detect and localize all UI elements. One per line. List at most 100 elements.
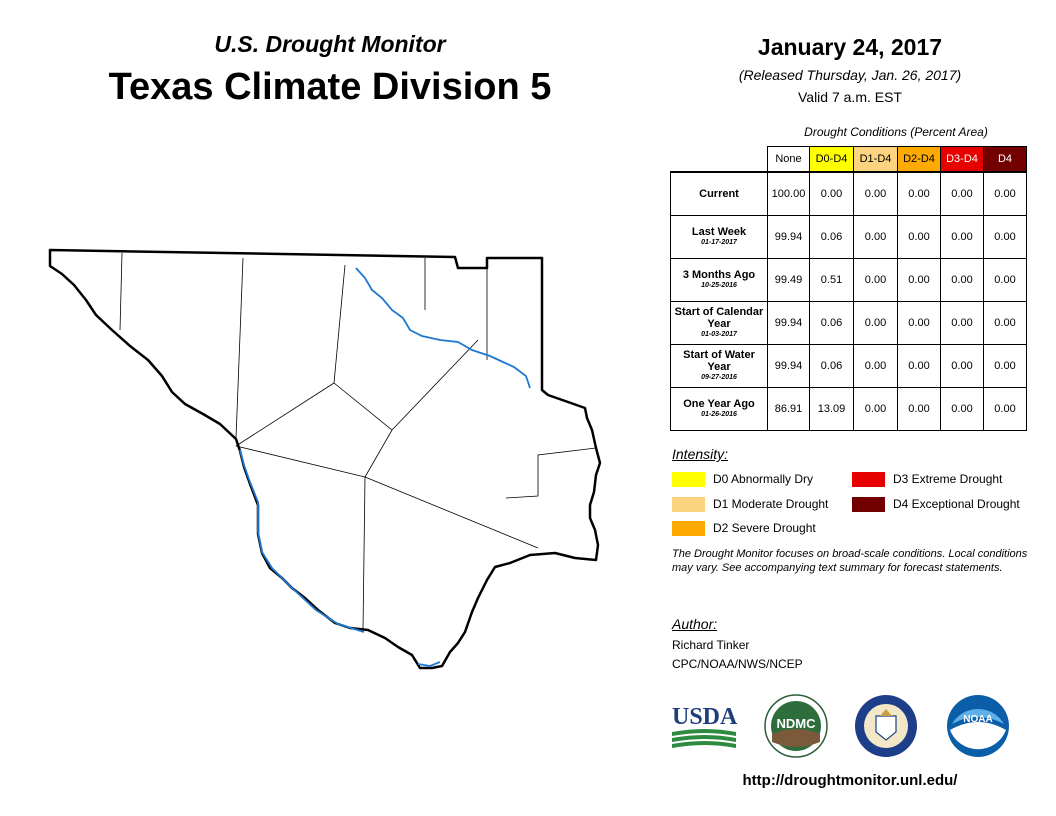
- table-cell: 99.94: [767, 301, 810, 345]
- column-header: D4: [983, 146, 1027, 173]
- table-row: One Year Ago 01-26-2016 86.91 13.09 0.00 0.00…: [670, 387, 1027, 431]
- legend-label: D2 Severe Drought: [713, 521, 816, 535]
- table-cell: 0.00: [853, 344, 898, 388]
- table-cell: 13.09: [809, 387, 854, 431]
- table-cell: 0.00: [897, 344, 941, 388]
- usda-logo: USDA: [672, 704, 738, 748]
- table-cell: 0.00: [853, 258, 898, 302]
- table-cell: 0.00: [897, 215, 941, 259]
- table-cell: 0.51: [809, 258, 854, 302]
- division-outline: [48, 248, 602, 670]
- county-lines: [119, 252, 597, 631]
- legend-label: D0 Abnormally Dry: [713, 472, 814, 486]
- table-cell: 0.00: [809, 171, 854, 216]
- table-cell: 0.00: [897, 171, 941, 216]
- ndmc-logo-text: NDMC: [777, 716, 817, 731]
- ndmc-logo: NDMC: [764, 694, 828, 758]
- table-cell: 0.00: [940, 344, 984, 388]
- row-label-text: One Year Ago: [683, 398, 755, 410]
- legend-swatch: [672, 520, 705, 536]
- map-date: January 24, 2017: [757, 34, 943, 60]
- page-title: Texas Climate Division 5: [108, 66, 552, 108]
- column-header: D3-D4: [940, 146, 984, 173]
- legend-item: D4 Exceptional Drought: [852, 496, 1020, 512]
- pecos-river: [355, 267, 531, 389]
- table-cell: 0.00: [983, 387, 1027, 431]
- table-corner: [671, 147, 768, 173]
- table-cell: 0.00: [897, 301, 941, 345]
- legend-item: D0 Abnormally Dry: [672, 471, 813, 487]
- column-header: D2-D4: [897, 146, 941, 173]
- table-cell: 0.00: [940, 258, 984, 302]
- noaa-logo: NOAA: [947, 695, 1009, 757]
- row-label: Start of Calendar Year 01-03-2017: [670, 301, 768, 345]
- table-row: 3 Months Ago 10-25-2016 99.49 0.51 0.00 0.00 0…: [670, 258, 1027, 302]
- table-cell: 0.00: [897, 387, 941, 431]
- row-date: 01-17-2017: [701, 239, 737, 246]
- column-header: D0-D4: [809, 146, 854, 173]
- table-row: Current 100.00 0.00 0.00 0.00 0.00 0.00: [670, 171, 1027, 216]
- valid-time: Valid 7 a.m. EST: [797, 89, 902, 105]
- commerce-seal-icon: [855, 695, 917, 757]
- row-label: Start of Water Year 09-27-2016: [670, 344, 768, 388]
- legend-swatch: [672, 496, 705, 512]
- row-label-text: 3 Months Ago: [682, 269, 756, 281]
- legend-title: Intensity:: [672, 446, 729, 462]
- table-cell: 0.06: [809, 344, 854, 388]
- table-cell: 0.06: [809, 301, 854, 345]
- author-name: Richard Tinker: [672, 638, 750, 652]
- row-date: 01-03-2017: [701, 331, 737, 338]
- usda-logo-text: USDA: [672, 704, 738, 730]
- rio-grande: [239, 449, 365, 633]
- legend-label: D1 Moderate Drought: [713, 497, 829, 511]
- table-cell: 99.94: [767, 215, 810, 259]
- legend-label: D4 Exceptional Drought: [893, 497, 1020, 511]
- table-cell: 0.00: [940, 171, 984, 216]
- table-cell: 100.00: [767, 171, 810, 216]
- row-label: Current: [670, 171, 768, 216]
- table-cell: 0.00: [853, 387, 898, 431]
- legend-swatch: [852, 471, 885, 487]
- author-org: CPC/NOAA/NWS/NCEP: [672, 657, 803, 671]
- table-cell: 99.49: [767, 258, 810, 302]
- division-map: [48, 248, 602, 670]
- table-cell: 0.00: [983, 301, 1027, 345]
- legend-item: D2 Severe Drought: [672, 520, 816, 536]
- table-cell: 0.00: [940, 387, 984, 431]
- table-row: Start of Calendar Year 01-03-2017 99.94 0.0…: [670, 301, 1027, 345]
- row-label-text: Start of Water Year: [683, 349, 755, 373]
- website-link[interactable]: http://droughtmonitor.unl.edu/: [742, 772, 958, 789]
- column-header: None: [767, 146, 810, 173]
- rio-grande-lower: [417, 661, 441, 667]
- table-cell: 0.00: [853, 301, 898, 345]
- table-cell: 0.00: [983, 258, 1027, 302]
- table-caption: Drought Conditions (Percent Area): [804, 125, 988, 139]
- table-cell: 0.00: [983, 344, 1027, 388]
- table-cell: 0.00: [940, 301, 984, 345]
- row-label: Last Week 01-17-2017: [670, 215, 768, 259]
- row-label-text: Start of Calendar Year: [674, 306, 764, 330]
- table-cell: 86.91: [767, 387, 810, 431]
- table-row: Last Week 01-17-2017 99.94 0.06 0.00 0.00 0.00…: [670, 215, 1027, 259]
- noaa-logo-text: NOAA: [963, 714, 992, 725]
- row-date: 01-26-2016: [701, 411, 737, 418]
- table-cell: 0.00: [940, 215, 984, 259]
- subtitle: U.S. Drought Monitor: [214, 31, 446, 57]
- author-heading: Author:: [672, 616, 718, 632]
- row-label-text: Last Week: [691, 226, 747, 238]
- legend-label: D3 Extreme Drought: [893, 472, 1003, 486]
- release-date: (Released Thursday, Jan. 26, 2017): [738, 67, 962, 83]
- row-date: 10-25-2016: [701, 282, 737, 289]
- row-label: One Year Ago 01-26-2016: [670, 387, 768, 431]
- legend-item: D3 Extreme Drought: [852, 471, 1002, 487]
- table-cell: 0.00: [983, 171, 1027, 216]
- table-row: Start of Water Year 09-27-2016 99.94 0.06 0.…: [670, 344, 1027, 388]
- row-label: 3 Months Ago 10-25-2016: [670, 258, 768, 302]
- disclaimer-note: The Drought Monitor focuses on broad-sca…: [672, 548, 1028, 574]
- column-header: D1-D4: [853, 146, 898, 173]
- row-date: 09-27-2016: [701, 374, 737, 381]
- table-cell: 0.00: [853, 215, 898, 259]
- legend-item: D1 Moderate Drought: [672, 496, 828, 512]
- drought-conditions-table: None D0-D4 D1-D4 D2-D4 D3-D4 D4 Current 100.00 0…: [670, 146, 1027, 431]
- legend-swatch: [672, 471, 705, 487]
